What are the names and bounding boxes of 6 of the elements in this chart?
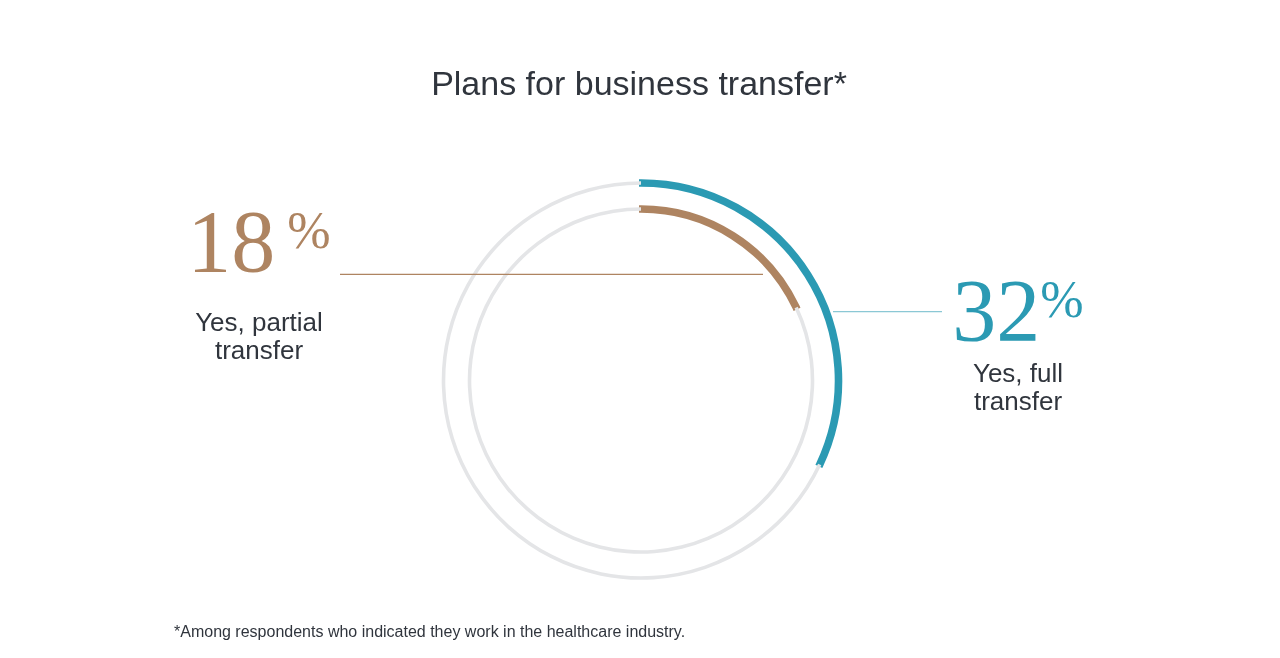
data-label: 18% — [187, 193, 331, 290]
chart-title: Plans for business transfer* — [431, 64, 847, 102]
slice-label: Yes, full transfer — [972, 358, 1064, 416]
slice-label: Yes, partial transfer — [195, 307, 323, 365]
text: *Among respondents who indicated they work in the healthcare industry. — [174, 623, 686, 640]
data-label: 32% — [952, 262, 1084, 359]
